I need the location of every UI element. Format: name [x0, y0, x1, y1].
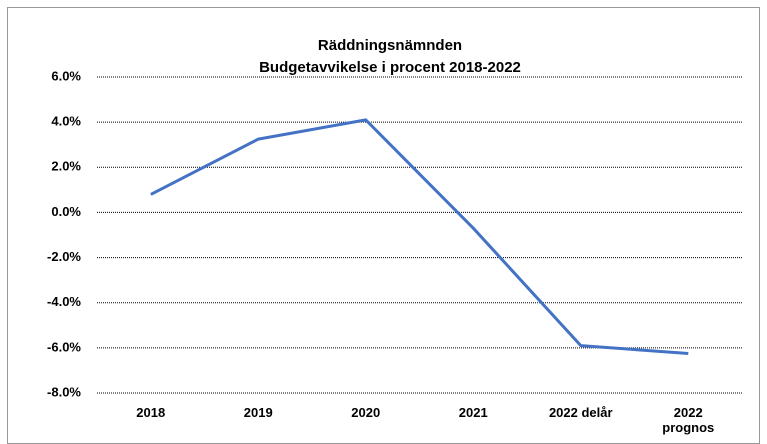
chart-title: Räddningsnämnden — [318, 37, 462, 54]
chart-border — [7, 7, 760, 444]
x-tick-label: 2021 — [458, 405, 488, 420]
y-tick-label: 4.0% — [51, 114, 81, 129]
x-tick-label: 2020 — [351, 405, 381, 420]
y-tick-label: -4.0% — [47, 294, 81, 309]
chart-subtitle: Budgetavvikelse i procent 2018-2022 — [259, 59, 521, 76]
x-tick-label: 2022 prognos — [662, 405, 715, 435]
y-tick-label: 6.0% — [51, 68, 81, 83]
data-line — [150, 118, 689, 355]
x-tick-label: 2019 — [243, 405, 273, 420]
x-tick-label-box: 2022 prognos — [662, 405, 715, 435]
y-tick-label: 0.0% — [51, 204, 81, 219]
x-tick-label-box: 2019 — [243, 405, 273, 420]
x-tick-label-box: 2022 delår — [548, 405, 613, 420]
x-tick-label-box: 2021 — [458, 405, 488, 420]
y-tick-label: -6.0% — [47, 339, 81, 354]
y-tick-label: -8.0% — [47, 384, 81, 399]
x-tick-label-box: 2018 — [136, 405, 166, 420]
x-tick-label: 2022 delår — [548, 405, 613, 420]
x-tick-label-box: 2020 — [351, 405, 381, 420]
y-tick-label: 2.0% — [51, 159, 81, 174]
x-tick-label: 2018 — [136, 405, 166, 420]
y-tick-label: -2.0% — [47, 249, 81, 264]
